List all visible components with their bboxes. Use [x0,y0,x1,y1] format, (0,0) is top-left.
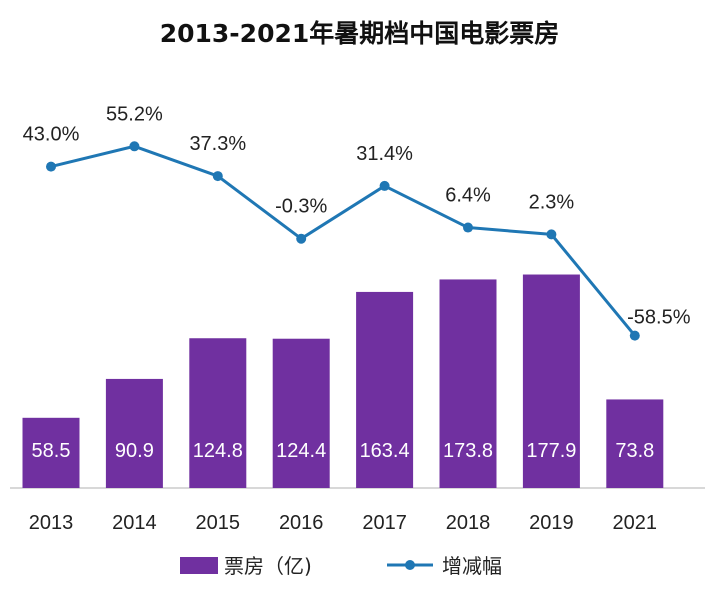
bar-2018 [439,279,497,488]
bar-2014 [105,378,163,488]
bar-2017 [356,291,414,488]
growth-label-2015: 37.3% [189,133,246,155]
legend-line-label: 增减幅 [442,554,502,578]
growth-label-2018: 6.4% [445,185,491,207]
growth-label-2019: 2.3% [529,191,575,213]
bar-label-2019: 177.9 [526,440,576,462]
x-tick-2019: 2019 [529,512,574,534]
bar-labels-group: 58.5 90.9 124.8 124.4 163.4 173.8 177.9 73.8 [32,440,655,462]
line-series-group: 43.0% 55.2% 37.3% -0.3% 31.4% 6.4% 2.3% -58.5% [23,103,691,341]
x-tick-2013: 2013 [29,512,74,534]
growth-line [50,144,636,337]
bar-label-2016: 124.4 [276,440,326,462]
growth-marker-2017 [379,180,390,191]
growth-marker-2018 [463,222,473,233]
legend-line-marker [405,560,415,570]
bar-label-2015: 124.8 [193,440,243,462]
x-tick-2017: 2017 [362,512,407,534]
bar-2021 [606,399,664,488]
growth-label-2021: -58.5% [627,307,691,329]
bar-label-2018: 173.8 [443,440,493,462]
x-tick-2021: 2021 [613,512,658,534]
bar-label-2021: 73.8 [615,440,654,462]
bar-label-2017: 163.4 [360,440,410,462]
legend: 票房（亿) 增减幅 [180,554,502,578]
growth-marker-2016 [296,233,307,244]
growth-marker-2014 [129,141,140,152]
growth-label-2016: -0.3% [275,196,327,218]
legend-bar-label: 票房（亿) [224,554,312,578]
bar-2015 [189,338,247,488]
bar-2016 [272,338,330,488]
chart-title: 2013-2021年暑期档中国电影票房 [159,19,560,48]
x-tick-2016: 2016 [279,512,324,534]
bar-2013 [22,417,80,488]
growth-marker-2015 [212,171,223,182]
growth-marker-2021 [629,330,640,341]
bar-label-2013: 58.5 [32,440,71,462]
growth-label-2017: 31.4% [356,143,413,165]
x-ticks-group: 2013 2014 2015 2016 2017 2018 2019 2021 [29,512,657,534]
x-tick-2015: 2015 [196,512,241,534]
bars-group [22,274,664,488]
x-tick-2014: 2014 [112,512,157,534]
growth-marker-2019 [546,229,557,240]
x-tick-2018: 2018 [446,512,491,534]
growth-label-2013: 43.0% [23,124,80,146]
growth-marker-2013 [46,161,56,172]
bar-label-2014: 90.9 [115,440,154,462]
bar-2019 [522,274,580,488]
growth-label-2014: 55.2% [106,103,163,125]
legend-bar-swatch [180,557,218,574]
